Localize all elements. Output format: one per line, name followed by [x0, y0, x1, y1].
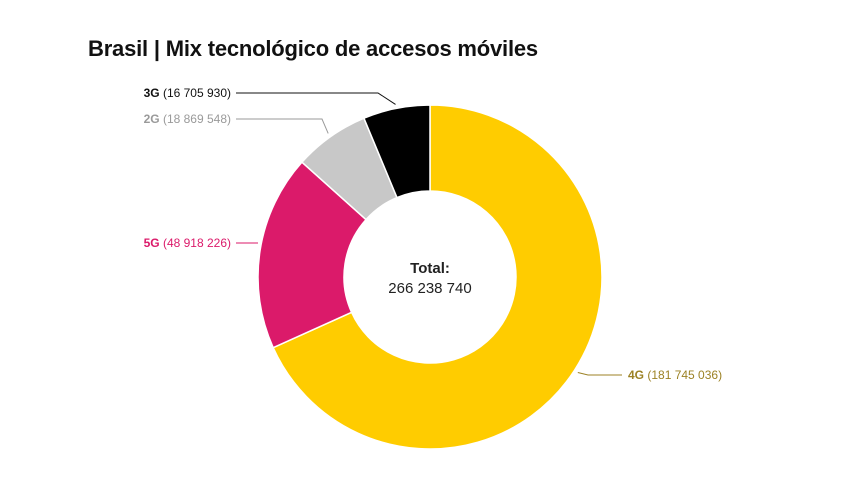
leader-line-3g: [236, 92, 396, 105]
center-total-label: Total:: [410, 260, 450, 277]
slice-label-name: 3G: [144, 86, 160, 100]
slice-labels: 4G (181 745 036) 5G (48 918 226) 2G (18 86…: [144, 86, 722, 382]
leader-lines: [236, 92, 622, 376]
leader-line-4g: [577, 372, 622, 376]
slice-4g: [272, 104, 603, 450]
slice-label-name: 4G: [628, 368, 644, 382]
slice-label-2g: 2G (18 869 548): [144, 112, 231, 126]
slice-5g: [257, 161, 368, 349]
slice-label-5g: 5G (48 918 226): [144, 236, 231, 250]
slice-label-name: 2G: [144, 112, 160, 126]
center-total-value: 266 238 740: [388, 280, 471, 297]
slice-3g: [362, 104, 431, 199]
slice-label-value: (18 869 548): [160, 112, 231, 126]
leader-line-2g: [236, 118, 329, 134]
slice-label-value: (181 745 036): [644, 368, 722, 382]
slice-label-3g: 3G (16 705 930): [144, 86, 231, 100]
slice-label-4g: 4G (181 745 036): [628, 368, 722, 382]
slice-label-value: (16 705 930): [160, 86, 231, 100]
chart-title: Brasil | Mix tecnológico de accesos móvi…: [88, 36, 538, 61]
donut-slices: [257, 104, 603, 450]
slice-label-value: (48 918 226): [160, 236, 231, 250]
slice-label-name: 5G: [144, 236, 160, 250]
